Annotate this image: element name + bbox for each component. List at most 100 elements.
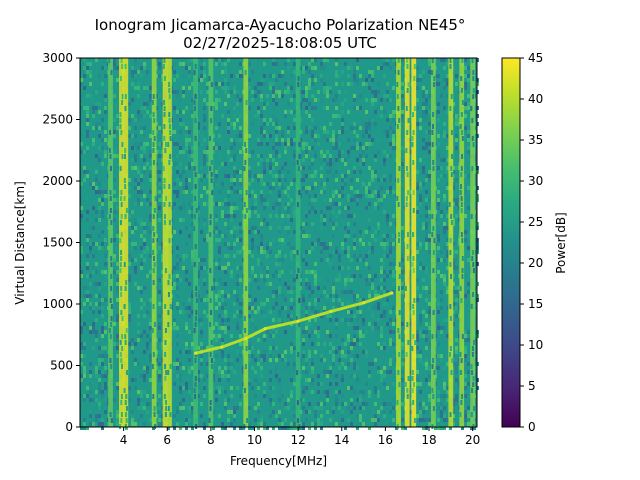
noise-cell: [359, 194, 362, 198]
band-speckle: [153, 322, 156, 327]
noise-cell: [98, 382, 101, 386]
noise-cell: [323, 134, 326, 138]
noise-cell: [332, 370, 335, 374]
noise-cell: [227, 354, 230, 358]
band-speckle: [164, 364, 167, 369]
noise-cell: [281, 246, 284, 250]
noise-cell: [239, 394, 242, 398]
band-speckle: [397, 178, 400, 183]
noise-cell: [206, 154, 209, 158]
noise-cell: [254, 202, 257, 206]
noise-cell: [467, 150, 470, 154]
noise-cell: [116, 210, 119, 214]
noise-cell: [104, 330, 107, 334]
noise-cell: [140, 174, 143, 178]
noise-cell: [452, 202, 455, 206]
noise-cell: [425, 246, 428, 250]
noise-cell: [143, 134, 146, 138]
noise-cell: [239, 170, 242, 174]
noise-cell: [173, 130, 176, 134]
band-speckle: [193, 100, 196, 105]
noise-cell: [365, 254, 368, 258]
noise-cell: [182, 202, 185, 206]
noise-cell: [368, 134, 371, 138]
noise-cell: [233, 178, 236, 182]
band-speckle: [121, 154, 124, 159]
noise-cell: [326, 206, 329, 210]
noise-cell: [383, 278, 386, 282]
noise-cell: [221, 158, 224, 162]
noise-cell: [428, 314, 431, 318]
noise-cell: [371, 174, 374, 178]
noise-cell: [347, 246, 350, 250]
noise-cell: [254, 370, 257, 374]
noise-cell: [143, 114, 146, 118]
band-speckle: [124, 340, 127, 345]
band-speckle: [194, 382, 197, 387]
noise-cell: [461, 426, 464, 430]
noise-cell: [212, 134, 215, 138]
noise-cell: [212, 238, 215, 242]
noise-cell: [320, 426, 323, 430]
noise-cell: [302, 166, 305, 170]
noise-cell: [137, 418, 140, 422]
noise-cell: [422, 278, 425, 282]
noise-cell: [212, 106, 215, 110]
noise-cell: [335, 278, 338, 282]
noise-cell: [161, 194, 164, 198]
noise-cell: [302, 406, 305, 410]
noise-cell: [326, 150, 329, 154]
noise-cell: [200, 142, 203, 146]
band-speckle: [119, 124, 122, 129]
band-speckle: [123, 262, 126, 267]
noise-cell: [419, 414, 422, 418]
noise-cell: [185, 138, 188, 142]
noise-cell: [203, 174, 206, 178]
noise-cell: [257, 422, 260, 426]
noise-cell: [134, 62, 137, 66]
noise-cell: [92, 138, 95, 142]
noise-cell: [455, 146, 458, 150]
noise-cell: [425, 270, 428, 274]
noise-cell: [284, 358, 287, 362]
noise-cell: [179, 258, 182, 262]
band-speckle: [124, 154, 127, 159]
band-speckle: [195, 298, 198, 303]
noise-cell: [419, 358, 422, 362]
noise-cell: [362, 130, 365, 134]
noise-cell: [269, 282, 272, 286]
noise-cell: [437, 270, 440, 274]
noise-cell: [323, 286, 326, 290]
noise-cell: [272, 158, 275, 162]
noise-cell: [389, 318, 392, 322]
noise-cell: [371, 134, 374, 138]
noise-cell: [341, 122, 344, 126]
noise-cell: [464, 58, 467, 62]
noise-cell: [341, 342, 344, 346]
noise-cell: [446, 398, 449, 402]
noise-cell: [347, 386, 350, 390]
echo-trace-point-7: [390, 291, 394, 295]
noise-cell: [266, 242, 269, 246]
noise-cell: [275, 202, 278, 206]
band-speckle: [108, 214, 111, 219]
band-speckle: [195, 286, 198, 291]
noise-cell: [362, 194, 365, 198]
noise-cell: [305, 330, 308, 334]
noise-cell: [425, 214, 428, 218]
noise-cell: [440, 58, 443, 62]
noise-cell: [95, 170, 98, 174]
noise-cell: [200, 110, 203, 114]
noise-cell: [188, 86, 191, 90]
band-speckle: [471, 58, 474, 63]
noise-cell: [239, 330, 242, 334]
noise-cell: [347, 206, 350, 210]
noise-cell: [179, 374, 182, 378]
noise-cell: [428, 418, 431, 422]
noise-cell: [305, 234, 308, 238]
noise-cell: [251, 98, 254, 102]
noise-cell: [302, 234, 305, 238]
noise-cell: [239, 402, 242, 406]
noise-cell: [464, 114, 467, 118]
noise-cell: [440, 298, 443, 302]
